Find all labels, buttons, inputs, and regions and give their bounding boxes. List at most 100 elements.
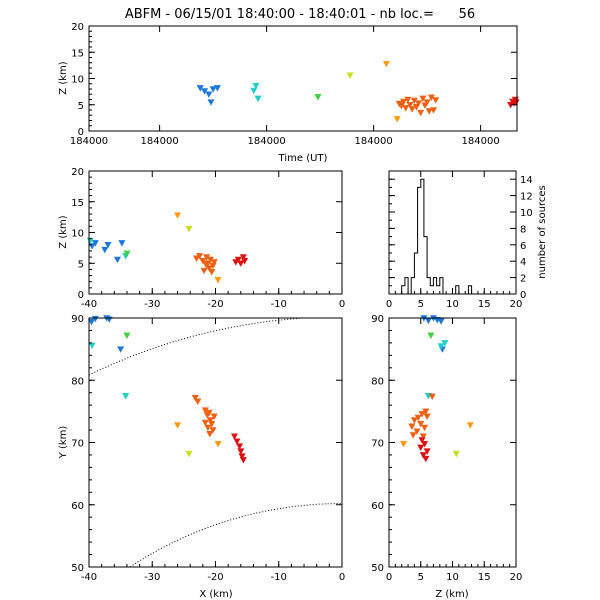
height-histogram-ytick-label: 0: [520, 290, 526, 301]
plan-view-point: [209, 427, 217, 434]
z-y-point: [419, 433, 427, 440]
z-y-point: [421, 424, 429, 432]
plan-view-point: [208, 421, 216, 428]
z-y-ytick-label: 50: [371, 563, 384, 574]
x-height-ytick-label: 20: [71, 167, 84, 178]
x-height-point: [193, 255, 201, 262]
time-height-frame: [88, 25, 518, 132]
time-height-point: [423, 99, 431, 106]
x-height-point: [200, 267, 208, 275]
plan-view-point: [201, 419, 209, 427]
time-height-point: [419, 95, 427, 103]
z-y-point: [418, 437, 426, 444]
time-height-point: [408, 106, 416, 113]
plan-view-point: [117, 346, 125, 353]
time-height-point: [512, 99, 520, 106]
z-y-point: [452, 450, 460, 458]
plan-view-panel: -40 -30 -20 -10 0 50 60 70 80 90 Y (km) X (km): [58, 314, 345, 600]
time-height-point: [346, 72, 354, 79]
time-height-ytick-label: 15: [71, 48, 84, 59]
plan-view-point: [230, 433, 238, 440]
time-height-xlabel: Time (UT): [278, 153, 328, 164]
z-y-ytick-label: 70: [371, 439, 384, 450]
x-height-point: [91, 240, 99, 247]
plan-view-ytick-label: 60: [71, 501, 84, 512]
x-height-point: [196, 253, 204, 260]
z-y-point: [417, 421, 425, 428]
time-height-point: [213, 85, 221, 92]
x-height-point: [174, 212, 182, 219]
time-height-point: [393, 116, 401, 123]
height-histogram-ylabel: number of sources: [537, 185, 548, 278]
plan-view-point: [238, 453, 246, 460]
plan-view-xtick-label: -40: [81, 572, 97, 583]
z-y-point: [424, 317, 432, 325]
time-height-xtick-label: 184000: [141, 136, 179, 147]
time-height-point: [382, 61, 390, 68]
z-y-point: [428, 393, 436, 401]
time-height-xtick-label: 184000: [248, 136, 286, 147]
plan-view-point: [91, 315, 99, 323]
x-height-point: [104, 242, 112, 249]
height-histogram-xtick-label: 10: [446, 299, 459, 310]
plan-view-ytick-label: 90: [71, 314, 84, 325]
x-height-point: [239, 254, 247, 261]
x-height-xtick-label: -40: [81, 299, 97, 310]
x-height-point: [204, 260, 212, 267]
z-y-point: [419, 452, 427, 459]
plan-view-point: [88, 318, 96, 326]
time-height-point: [402, 105, 410, 112]
time-height-point: [254, 95, 262, 103]
time-height-point: [196, 85, 204, 92]
plan-view-point: [237, 448, 245, 455]
height-histogram-ytick-label: 4: [520, 257, 526, 268]
time-height-point: [400, 98, 408, 106]
z-y-point: [421, 440, 429, 448]
range-ring: [88, 317, 303, 376]
plan-view-point: [122, 393, 130, 400]
x-height-point: [123, 250, 131, 258]
x-height-ytick-label: 0: [78, 290, 84, 301]
plan-view-point: [185, 450, 193, 458]
time-height-point: [406, 101, 414, 109]
time-height-point: [252, 83, 260, 90]
plan-view-point: [236, 443, 244, 450]
plan-view-point: [204, 424, 212, 432]
height-histogram-steps: [389, 178, 516, 295]
plan-view-ylabel: Y (km): [58, 426, 69, 460]
time-height-point: [201, 88, 209, 95]
plan-view-point: [210, 413, 218, 420]
z-y-point: [400, 440, 408, 448]
time-height-point: [250, 87, 258, 95]
height-histogram-ytick-label: 8: [520, 224, 526, 235]
x-height-point: [118, 240, 126, 247]
x-height-xtick-label: -10: [271, 299, 287, 310]
time-height-ytick-label: 10: [71, 75, 84, 86]
height-histogram-frame: [388, 170, 517, 295]
plan-view-ytick-label: 80: [71, 376, 84, 387]
time-height-point: [432, 97, 440, 104]
z-y-xtick-label: 0: [386, 572, 392, 583]
x-height-ytick-label: 15: [71, 198, 84, 209]
plan-view-point: [214, 440, 222, 448]
plan-view-point: [88, 342, 96, 350]
height-histogram-ytick-label: 6: [520, 241, 526, 252]
plan-view-xtick-label: 0: [339, 572, 345, 583]
z-y-point: [409, 432, 417, 439]
plan-view-xtick-label: -10: [271, 572, 287, 583]
x-height-point: [101, 246, 109, 254]
time-height-xtick-label: 184000: [355, 136, 393, 147]
z-y-xtick-label: 5: [418, 572, 424, 583]
time-height-xtick-label: 184000: [70, 136, 108, 147]
z-y-xtick-label: 15: [478, 572, 491, 583]
x-height-xtick-label: -30: [144, 299, 160, 310]
plan-view-point: [205, 409, 213, 417]
plan-view-xlabel: X (km): [199, 589, 232, 600]
plan-view-point: [233, 438, 241, 445]
time-height-point: [314, 94, 322, 101]
range-rings: [88, 317, 342, 568]
x-height-point: [185, 226, 193, 233]
x-height-point: [205, 265, 213, 272]
